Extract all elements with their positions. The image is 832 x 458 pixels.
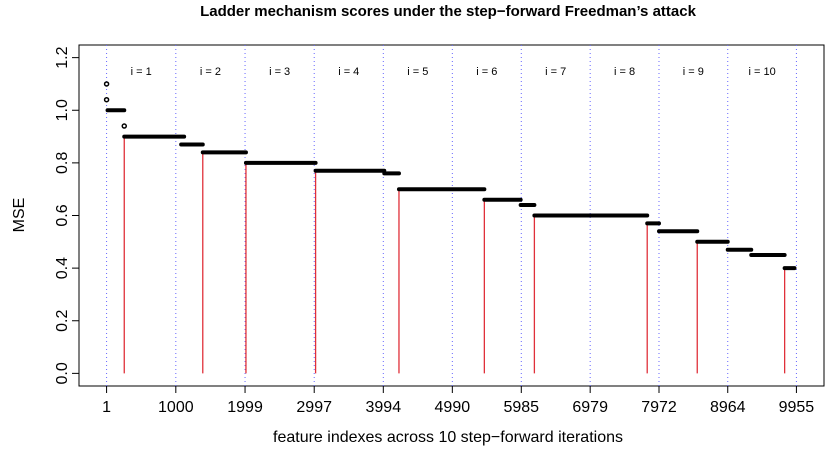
annotation: i = 2 bbox=[200, 66, 221, 78]
annotation: i = 10 bbox=[748, 66, 775, 78]
y-axis-label: MSE bbox=[11, 198, 28, 233]
annotation: i = 8 bbox=[614, 66, 635, 78]
x-tick-label: 8964 bbox=[710, 399, 746, 416]
x-tick-label: 2997 bbox=[296, 399, 332, 416]
y-tick-label: 0.8 bbox=[54, 152, 71, 174]
x-tick-label: 3994 bbox=[366, 399, 402, 416]
y-tick-label: 1.2 bbox=[54, 46, 71, 68]
y-tick-label: 0.4 bbox=[54, 257, 71, 279]
y-tick-label: 0.0 bbox=[54, 362, 71, 384]
point bbox=[103, 96, 110, 103]
x-tick-label: 7972 bbox=[641, 399, 677, 416]
x-tick-label: 6979 bbox=[572, 399, 608, 416]
x-tick-label: 9955 bbox=[779, 399, 815, 416]
y-tick-label: 0.6 bbox=[54, 204, 71, 226]
x-axis-label: feature indexes across 10 step−forward i… bbox=[273, 429, 623, 446]
x-tick-label: 4990 bbox=[435, 399, 471, 416]
x-tick-label: 1000 bbox=[158, 399, 194, 416]
annotation: i = 9 bbox=[683, 66, 704, 78]
x-tick-label: 5985 bbox=[503, 399, 539, 416]
y-tick-label: 1.0 bbox=[54, 99, 71, 121]
x-tick-label: 1 bbox=[102, 399, 111, 416]
chart-title: Ladder mechanism scores under the step−f… bbox=[200, 3, 697, 20]
point bbox=[103, 81, 110, 87]
annotation: i = 1 bbox=[131, 66, 152, 78]
x-tick-label: 1999 bbox=[227, 399, 263, 416]
plot-frame bbox=[78, 44, 825, 387]
y-tick-label: 0.2 bbox=[54, 310, 71, 332]
point bbox=[121, 123, 128, 129]
annotation: i = 4 bbox=[338, 66, 359, 78]
annotation: i = 6 bbox=[476, 66, 497, 78]
annotation: i = 7 bbox=[545, 66, 566, 78]
annotation: i = 5 bbox=[407, 66, 428, 78]
annotation: i = 3 bbox=[269, 66, 290, 78]
